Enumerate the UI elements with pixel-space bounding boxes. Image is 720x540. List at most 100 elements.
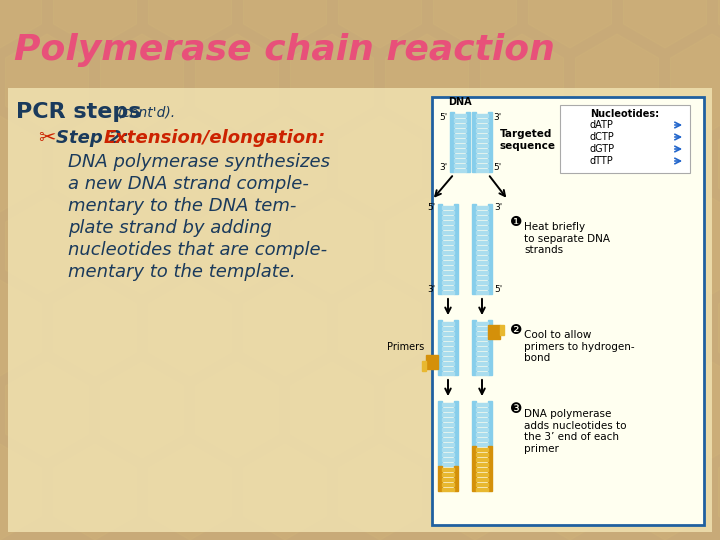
Bar (438, 320, 442, 375)
Bar (442, 216, 454, 219)
Bar (476, 139, 488, 141)
Text: ❸: ❸ (510, 402, 523, 416)
Bar (476, 281, 488, 284)
Bar (454, 149, 466, 152)
Bar (442, 211, 454, 213)
Bar (476, 114, 488, 117)
Bar (476, 453, 488, 456)
Bar (476, 357, 488, 360)
Bar (450, 112, 454, 172)
Bar (442, 221, 454, 224)
Bar (476, 463, 488, 465)
Text: dCTP: dCTP (590, 132, 615, 142)
Bar (476, 271, 488, 273)
Text: Targeted
sequence: Targeted sequence (500, 129, 556, 151)
Bar (488, 446, 492, 491)
Bar (476, 164, 488, 166)
Bar (476, 159, 488, 161)
Bar (426, 355, 438, 369)
Text: (cont'd).: (cont'd). (118, 105, 176, 119)
Bar (442, 332, 454, 334)
Bar (8, 88, 712, 532)
Bar (476, 372, 488, 375)
Text: Primers: Primers (387, 342, 424, 352)
Bar (454, 139, 466, 141)
Bar (476, 231, 488, 233)
Bar (438, 401, 442, 466)
Bar (476, 291, 488, 294)
Bar (442, 342, 454, 345)
Bar (454, 466, 458, 491)
Text: Cool to allow
primers to hydrogen-
bond: Cool to allow primers to hydrogen- bond (524, 330, 634, 363)
Bar (454, 154, 466, 157)
Bar (422, 361, 426, 371)
Bar (442, 276, 454, 279)
Bar (454, 144, 466, 146)
Bar (454, 124, 466, 126)
Bar (476, 216, 488, 219)
Bar (488, 112, 492, 172)
Text: ❶: ❶ (510, 215, 523, 229)
Bar (442, 347, 454, 349)
Bar (442, 478, 454, 481)
Bar (476, 246, 488, 248)
Bar (476, 367, 488, 369)
Bar (442, 261, 454, 264)
Text: 3': 3' (494, 204, 503, 213)
Bar (476, 458, 488, 461)
Bar (442, 372, 454, 375)
Text: dTTP: dTTP (590, 156, 613, 166)
Bar (454, 164, 466, 166)
Bar (442, 458, 454, 461)
Bar (442, 322, 454, 325)
Bar (442, 241, 454, 244)
Bar (442, 448, 454, 450)
Bar (476, 433, 488, 435)
Text: PCR steps: PCR steps (16, 102, 142, 122)
Bar (442, 236, 454, 239)
Text: ✂: ✂ (38, 128, 55, 148)
Bar (476, 352, 488, 354)
Bar (500, 325, 504, 335)
Bar (476, 438, 488, 441)
Bar (442, 413, 454, 415)
Bar (442, 367, 454, 369)
Text: Step 2:: Step 2: (56, 129, 135, 147)
Text: a new DNA strand comple-: a new DNA strand comple- (68, 175, 309, 193)
Bar (442, 246, 454, 248)
Bar (476, 443, 488, 445)
Bar (454, 134, 466, 137)
Bar (466, 112, 470, 172)
Bar (476, 286, 488, 288)
Bar (442, 281, 454, 284)
Bar (432, 97, 704, 525)
Text: 5': 5' (440, 113, 448, 123)
Bar (442, 271, 454, 273)
Bar (472, 320, 476, 375)
Bar (476, 134, 488, 137)
Bar (442, 251, 454, 253)
Bar (476, 332, 488, 334)
Bar (476, 327, 488, 329)
Bar (476, 206, 488, 208)
Bar (472, 401, 476, 446)
Bar (476, 149, 488, 152)
Bar (476, 124, 488, 126)
Bar (472, 112, 476, 172)
Bar (454, 119, 466, 122)
Bar (442, 423, 454, 426)
Bar (476, 408, 488, 410)
Text: Polymerase chain reaction: Polymerase chain reaction (14, 33, 555, 67)
Text: 3': 3' (440, 164, 448, 172)
Bar (476, 276, 488, 279)
Text: dATP: dATP (590, 120, 614, 130)
Bar (454, 129, 466, 132)
Bar (442, 433, 454, 435)
Bar (442, 403, 454, 406)
Bar (442, 352, 454, 354)
Bar (488, 325, 500, 339)
Bar (476, 154, 488, 157)
Bar (442, 408, 454, 410)
Text: 5': 5' (428, 204, 436, 213)
Bar (442, 231, 454, 233)
